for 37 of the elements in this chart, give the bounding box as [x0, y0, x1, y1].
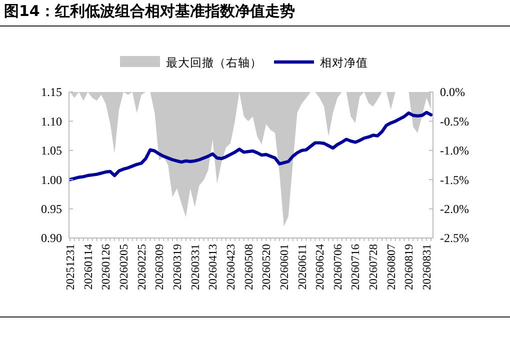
y2-tick-label: -1.0%	[440, 144, 469, 158]
x-tick-label: 20260716	[350, 244, 362, 290]
y2-tick-label: -2.5%	[440, 231, 469, 246]
x-tick-label: 20260205	[118, 244, 130, 290]
x-tick-label: 20260331	[190, 244, 202, 290]
y-tick-label: 0.90	[41, 231, 62, 246]
x-tick-label: 20260807	[386, 244, 398, 290]
legend-label: 最大回撤（右轴）	[166, 56, 262, 70]
y2-tick-label: 0.0%	[440, 85, 465, 100]
x-tick-label: 20260728	[368, 244, 380, 290]
x-tick-label: 20260423	[225, 244, 238, 290]
x-tick-label: 20260819	[404, 244, 416, 290]
y2-tick-label: -1.5%	[440, 172, 469, 187]
chart-title: 图14：红利低波组合相对基准指数净值走势	[4, 2, 295, 20]
x-tick-label: 20260611	[296, 244, 309, 290]
y-tick-label: 1.15	[41, 85, 62, 100]
x-tick-label: 20260413	[208, 244, 220, 290]
x-tick-label: 20260126	[100, 244, 113, 290]
x-tick-label: 20260601	[278, 244, 291, 290]
x-tick-label: 20260225	[136, 244, 148, 290]
line-series	[68, 110, 433, 182]
x-tick-label: 20260520	[261, 244, 274, 290]
x-tick-label: 20260831	[422, 244, 434, 290]
x-tick-label: 20260624	[314, 244, 327, 290]
x-tick-label: 20260114	[82, 244, 95, 290]
x-tick-label: 20251231	[65, 244, 77, 290]
x-tick-label: 20260309	[154, 244, 166, 290]
x-tick-label: 20260508	[243, 244, 256, 290]
x-tick-label: 20260319	[172, 244, 184, 290]
y-tick-label: 1.05	[41, 144, 62, 158]
x-tick-label: 20260706	[332, 244, 344, 290]
y-tick-label: 1.00	[41, 172, 62, 187]
y2-tick-label: -0.5%	[440, 114, 469, 128]
legend-label: 相对净值	[320, 56, 368, 70]
y-tick-label: 0.95	[41, 202, 62, 216]
y-tick-label: 1.10	[41, 114, 62, 128]
y2-tick-label: -2.0%	[440, 202, 469, 216]
